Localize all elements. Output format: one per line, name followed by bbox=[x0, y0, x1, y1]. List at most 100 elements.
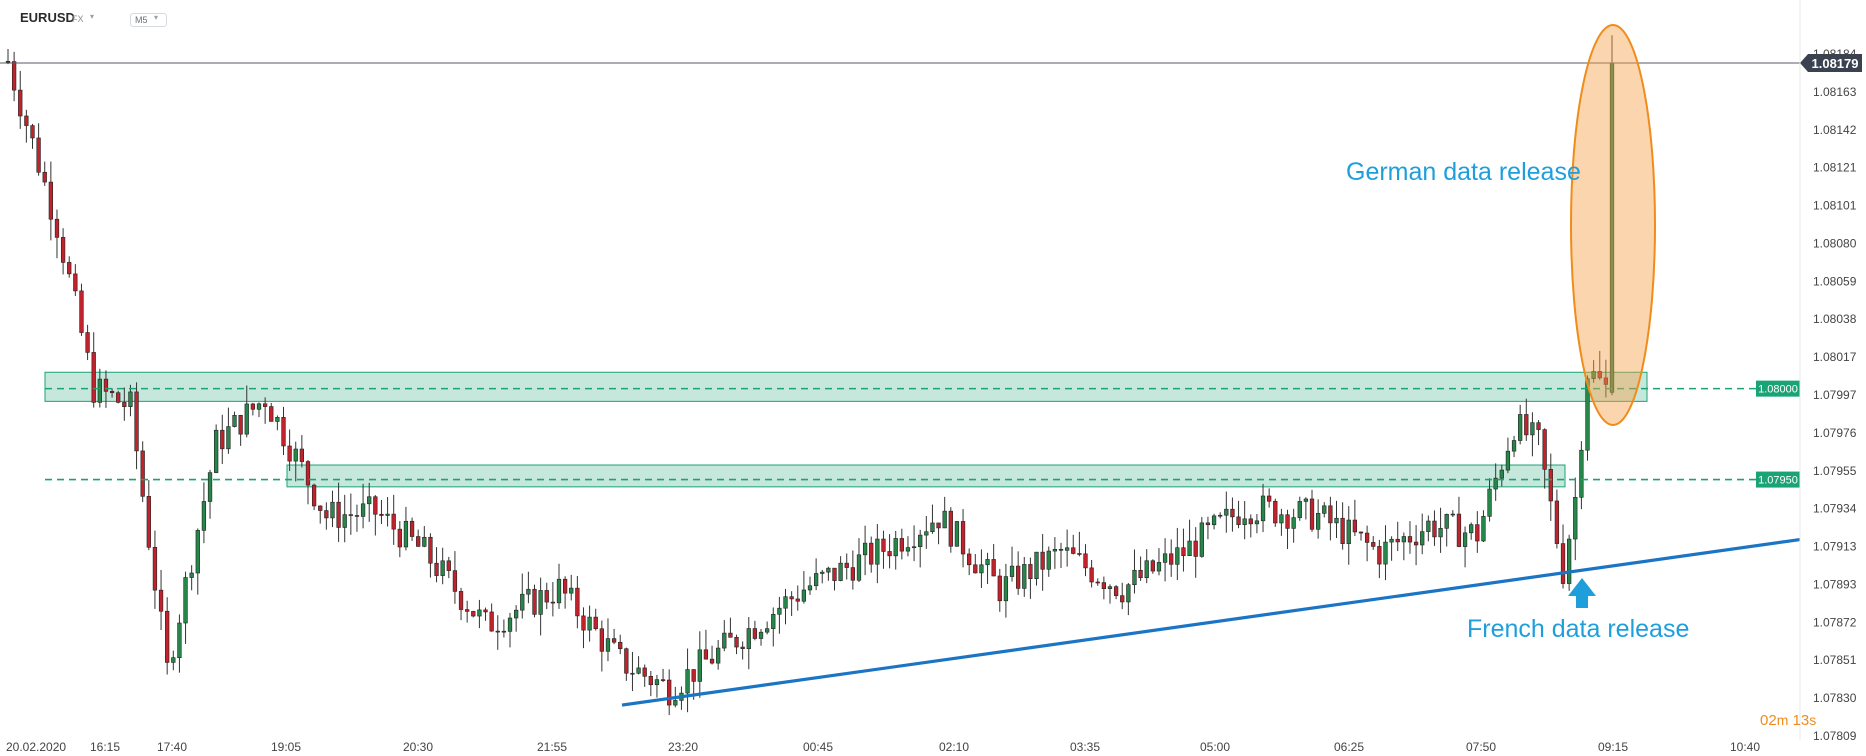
timeframe-select[interactable]: M5 bbox=[130, 13, 167, 27]
y-tick-label: 1.08184 bbox=[1813, 47, 1857, 61]
candle-body bbox=[795, 598, 800, 602]
candle-body bbox=[354, 515, 360, 517]
candle-body bbox=[605, 638, 611, 652]
candle-body bbox=[1358, 531, 1364, 534]
candle-body bbox=[734, 637, 739, 648]
candle-body bbox=[262, 403, 268, 407]
candle-body bbox=[1089, 567, 1094, 583]
candle-body bbox=[789, 596, 794, 600]
candle-body bbox=[183, 577, 188, 624]
candle-body bbox=[1413, 541, 1419, 546]
candle-body bbox=[697, 649, 702, 682]
y-tick-label: 1.07872 bbox=[1813, 615, 1857, 629]
y-tick-label: 1.08059 bbox=[1813, 274, 1857, 288]
candle-body bbox=[1450, 513, 1455, 516]
candle-body bbox=[1138, 569, 1143, 579]
candle-body bbox=[103, 378, 109, 392]
candle-body bbox=[1334, 517, 1339, 524]
candle-body bbox=[373, 496, 378, 515]
candle-body bbox=[1101, 582, 1106, 589]
candle-body bbox=[1426, 520, 1431, 532]
candle-body bbox=[1573, 497, 1578, 540]
candle-body bbox=[5, 60, 11, 63]
candle-body bbox=[128, 391, 133, 407]
candle-body bbox=[1377, 546, 1382, 565]
candle-body bbox=[722, 632, 727, 649]
candle-body bbox=[489, 611, 494, 632]
candle-body bbox=[495, 630, 500, 633]
candle-body bbox=[1267, 495, 1272, 502]
candle-body bbox=[887, 551, 892, 557]
candle-body bbox=[1107, 586, 1113, 589]
candle-body bbox=[1052, 548, 1058, 552]
candle-body bbox=[391, 513, 396, 530]
candle-body bbox=[134, 391, 139, 452]
candle-body bbox=[452, 570, 458, 592]
candle-body bbox=[1505, 450, 1511, 471]
candle-body bbox=[1444, 514, 1449, 529]
candle-body bbox=[1560, 543, 1566, 584]
candle-body bbox=[465, 609, 470, 612]
x-tick-label: 19:05 bbox=[271, 740, 301, 754]
candle-body bbox=[269, 406, 274, 422]
candle-body bbox=[599, 628, 604, 652]
candle-body bbox=[165, 610, 170, 663]
symbol-label[interactable]: EURUSD bbox=[20, 10, 75, 25]
candle-body bbox=[158, 589, 164, 612]
candle-body bbox=[73, 273, 78, 292]
candle-body bbox=[1071, 547, 1076, 554]
candle-body bbox=[305, 461, 311, 486]
zone-1-07950 bbox=[286, 464, 1566, 488]
candle-body bbox=[97, 378, 102, 403]
candle-body bbox=[1340, 517, 1345, 544]
chevron-down-icon[interactable]: ▾ bbox=[90, 12, 95, 21]
y-tick-label: 1.07851 bbox=[1813, 653, 1857, 667]
candle-body bbox=[691, 669, 696, 682]
candle-body bbox=[948, 510, 953, 547]
candle-body bbox=[783, 596, 788, 609]
candle-body bbox=[1462, 532, 1468, 547]
candle-body bbox=[177, 622, 182, 658]
x-tick-label: 02:10 bbox=[939, 740, 969, 754]
candle-body bbox=[575, 587, 580, 617]
candle-body bbox=[942, 510, 947, 529]
candle-body bbox=[526, 588, 531, 595]
candle-body bbox=[611, 638, 617, 643]
candle-body bbox=[1567, 538, 1572, 584]
candle-body bbox=[569, 587, 574, 594]
candle-body bbox=[918, 534, 923, 548]
candle-body bbox=[1456, 513, 1462, 547]
candle-body bbox=[538, 590, 543, 615]
candle-body bbox=[1481, 516, 1486, 542]
candle-body bbox=[1034, 551, 1039, 579]
candle-body bbox=[832, 567, 837, 581]
candle-body bbox=[1132, 569, 1137, 586]
trendline bbox=[621, 537, 1801, 707]
level-tag bbox=[1756, 380, 1800, 397]
candle-body bbox=[1144, 560, 1149, 579]
x-tick-label: 07:50 bbox=[1466, 740, 1496, 754]
candle-body bbox=[336, 501, 341, 528]
candle-body bbox=[1113, 586, 1119, 596]
candle-body bbox=[716, 647, 721, 664]
candle-body bbox=[1242, 518, 1247, 525]
candle-body bbox=[1322, 505, 1327, 514]
candle-body bbox=[869, 542, 874, 565]
candle-body bbox=[416, 536, 421, 547]
candle-body bbox=[146, 496, 151, 548]
candle-body bbox=[1536, 422, 1541, 430]
candle-body bbox=[1352, 519, 1358, 533]
candle-body bbox=[281, 417, 286, 447]
candle-body bbox=[1364, 532, 1370, 543]
candle-body bbox=[856, 554, 862, 581]
x-tick-label: 23:20 bbox=[668, 740, 698, 754]
candle-body bbox=[1095, 581, 1100, 584]
candle-body bbox=[997, 575, 1002, 602]
y-tick-label: 1.08017 bbox=[1813, 350, 1857, 364]
candle-body bbox=[403, 520, 409, 548]
candle-body bbox=[1150, 560, 1155, 572]
candle-body bbox=[171, 657, 176, 663]
candle-body bbox=[207, 472, 213, 502]
candle-body bbox=[244, 403, 249, 435]
